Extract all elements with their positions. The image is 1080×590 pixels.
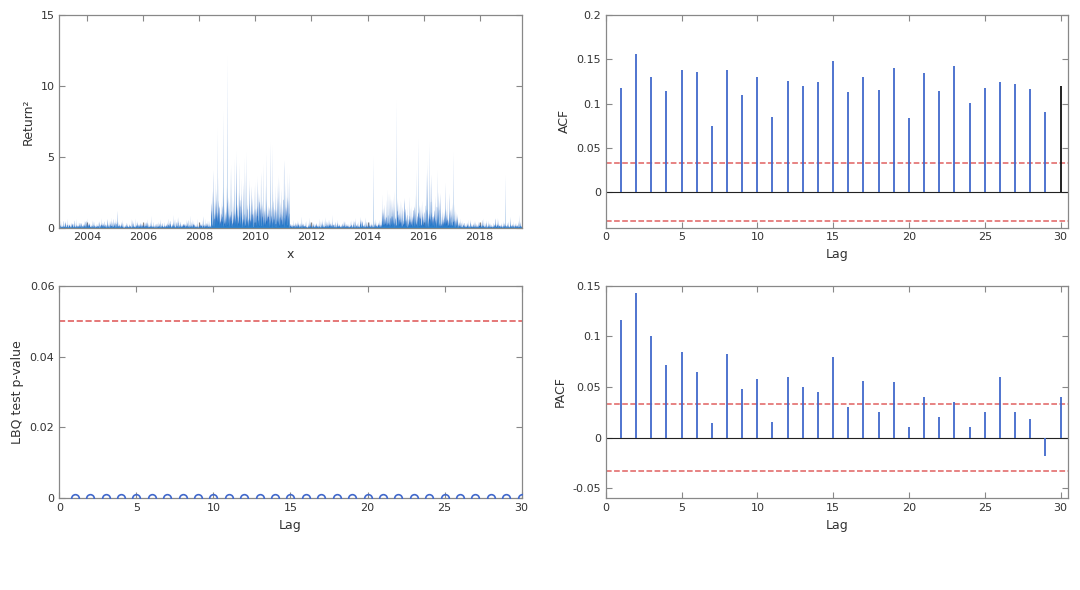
Y-axis label: ACF: ACF [557, 109, 570, 133]
X-axis label: Lag: Lag [825, 248, 848, 261]
Y-axis label: PACF: PACF [554, 376, 567, 408]
X-axis label: Lag: Lag [825, 519, 848, 532]
Y-axis label: LBQ test p-value: LBQ test p-value [11, 340, 24, 444]
X-axis label: Lag: Lag [279, 519, 301, 532]
X-axis label: x: x [287, 248, 294, 261]
Y-axis label: Return²: Return² [22, 98, 35, 145]
